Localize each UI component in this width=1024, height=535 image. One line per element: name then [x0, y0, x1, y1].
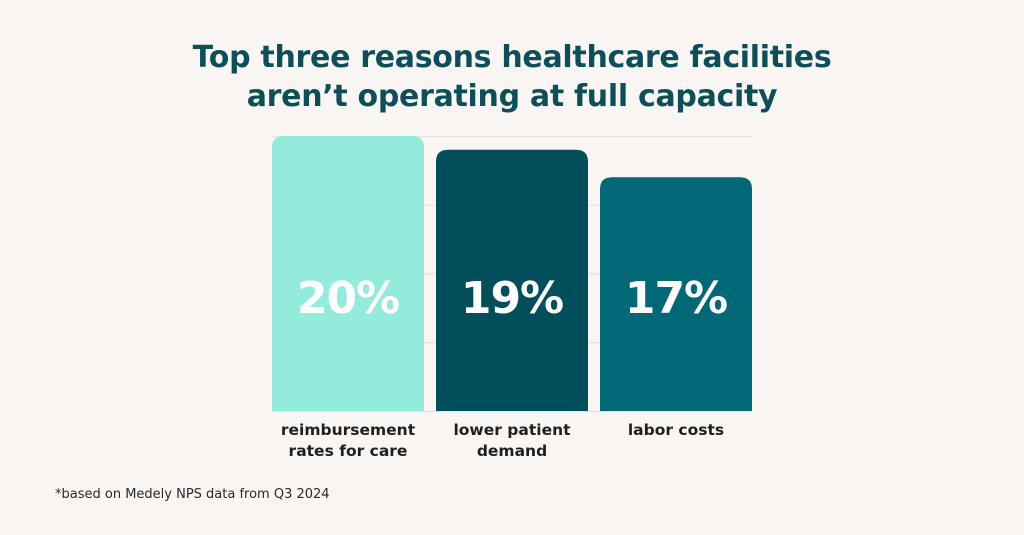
- category-label-1-line-2: rates for care: [289, 442, 408, 460]
- value-labels: 20% 19% 17%: [297, 273, 728, 324]
- value-label-3: 17%: [625, 273, 727, 324]
- category-label-2-line-1: lower patient: [453, 421, 571, 439]
- chart-title-line-1: Top three reasons healthcare facilities: [192, 40, 832, 75]
- bar-2: [436, 149, 588, 411]
- value-label-2: 19%: [461, 273, 563, 324]
- chart-title-line-2: aren’t operating at full capacity: [246, 79, 778, 114]
- category-label-2-line-2: demand: [477, 442, 547, 460]
- value-label-1: 20%: [297, 273, 399, 324]
- bar-1: [272, 136, 424, 411]
- chart-title: Top three reasons healthcare facilities …: [0, 38, 1024, 116]
- category-labels: reimbursement rates for care lower patient…: [281, 421, 724, 460]
- bar-3: [600, 177, 752, 411]
- bars: [272, 136, 752, 411]
- category-label-3-line-1: labor costs: [628, 421, 724, 439]
- category-label-1-line-1: reimbursement: [281, 421, 416, 439]
- footnote: *based on Medely NPS data from Q3 2024: [55, 487, 330, 502]
